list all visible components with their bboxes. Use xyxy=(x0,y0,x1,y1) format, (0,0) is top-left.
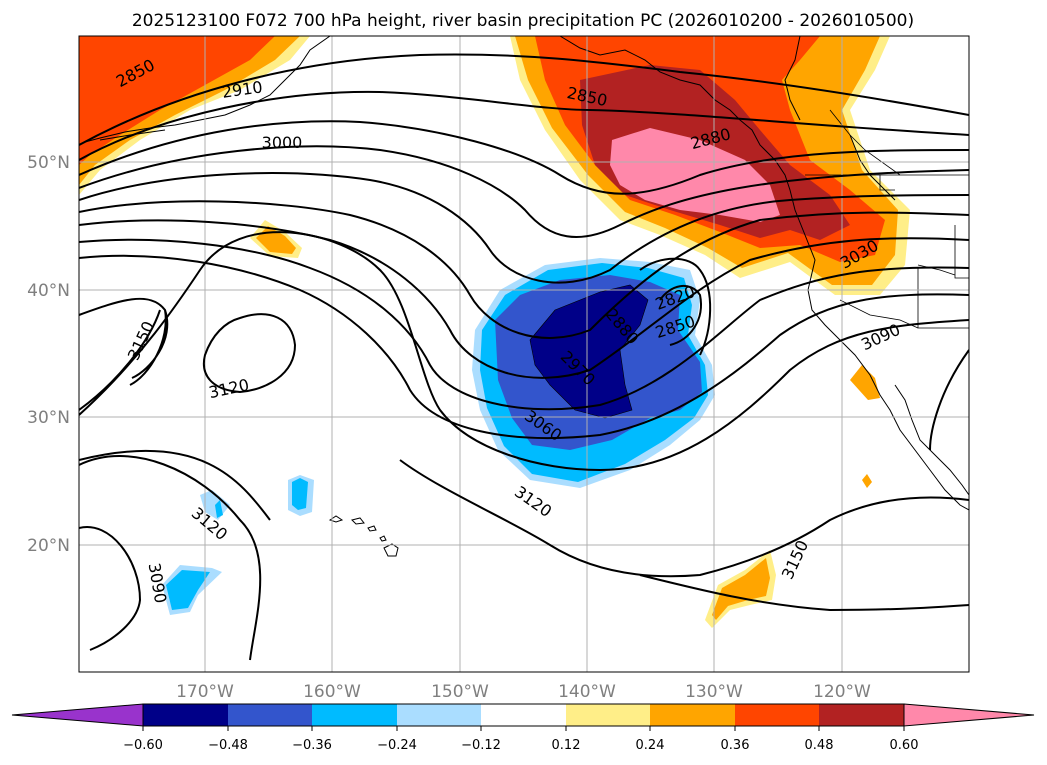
positive-patch-baja xyxy=(850,365,880,400)
map-title: 2025123100 F072 700 hPa height, river ba… xyxy=(132,11,914,31)
negative-anomaly-central xyxy=(472,258,715,488)
latitude-labels: 50°N 40°N 30°N 20°N xyxy=(27,153,70,556)
colorbar-swatch xyxy=(228,704,312,726)
graticule xyxy=(79,36,969,672)
lat-label: 30°N xyxy=(27,408,70,428)
negative-patch-hawaii-west xyxy=(288,475,314,516)
map-frame xyxy=(78,35,970,673)
lat-label: 50°N xyxy=(27,153,70,173)
colorbar-frame xyxy=(142,703,905,727)
colorbar-tick-label: 0.36 xyxy=(721,738,750,753)
colorbar-tick-label: 0.60 xyxy=(890,738,919,753)
lon-label: 170°W xyxy=(176,682,234,702)
colorbar-tick-label: −0.36 xyxy=(292,738,332,753)
negative-patch-small xyxy=(200,490,230,520)
positive-patch-tiny xyxy=(862,474,872,488)
colorbar-swatch xyxy=(566,704,650,726)
lon-label: 140°W xyxy=(558,682,616,702)
colorbar-extend-min xyxy=(11,703,144,727)
height-contours xyxy=(79,53,969,661)
colorbar-tick-label: −0.12 xyxy=(461,738,501,753)
lon-label: 160°W xyxy=(303,682,361,702)
colorbar-swatch xyxy=(819,704,904,726)
positive-patch-south xyxy=(705,550,776,628)
colorbar-tick-label: 0.24 xyxy=(636,738,665,753)
colorbar-tick-label: 0.48 xyxy=(805,738,834,753)
colorbar-tick-label: −0.60 xyxy=(123,738,163,753)
colorbar-swatch xyxy=(650,704,735,726)
longitude-labels: 170°W 160°W 150°W 140°W 130°W 120°W xyxy=(176,682,871,702)
lat-label: 20°N xyxy=(27,536,70,556)
colorbar-tick-labels: −0.60 −0.48 −0.36 −0.24 −0.12 0.12 0.24 … xyxy=(123,738,918,753)
colorbar-tick-label: 0.12 xyxy=(552,738,581,753)
colorbar-swatch xyxy=(143,704,228,726)
colorbar-swatch xyxy=(481,704,566,726)
colorbar-tick-label: −0.48 xyxy=(208,738,248,753)
map-area: 2850 2910 3000 2850 2880 3030 2820 2850 … xyxy=(79,36,969,672)
lon-label: 130°W xyxy=(685,682,743,702)
lat-label: 40°N xyxy=(27,281,70,301)
colorbar-tick-label: −0.24 xyxy=(377,738,417,753)
colorbar-ticks xyxy=(142,726,905,731)
colorbar-extend-max xyxy=(903,703,1035,727)
positive-anomaly-northeast xyxy=(510,36,910,295)
hawaiian-islands xyxy=(328,515,399,557)
colorbar: −0.60 −0.48 −0.36 −0.24 −0.12 0.12 0.24 … xyxy=(11,703,1035,753)
colorbar-swatch xyxy=(397,704,481,726)
negative-patch-west xyxy=(162,565,222,615)
contour-label: 3000 xyxy=(262,133,303,152)
lon-label: 150°W xyxy=(431,682,489,702)
colorbar-swatch xyxy=(312,704,397,726)
colorbar-swatch xyxy=(735,704,819,726)
lon-label: 120°W xyxy=(813,682,871,702)
